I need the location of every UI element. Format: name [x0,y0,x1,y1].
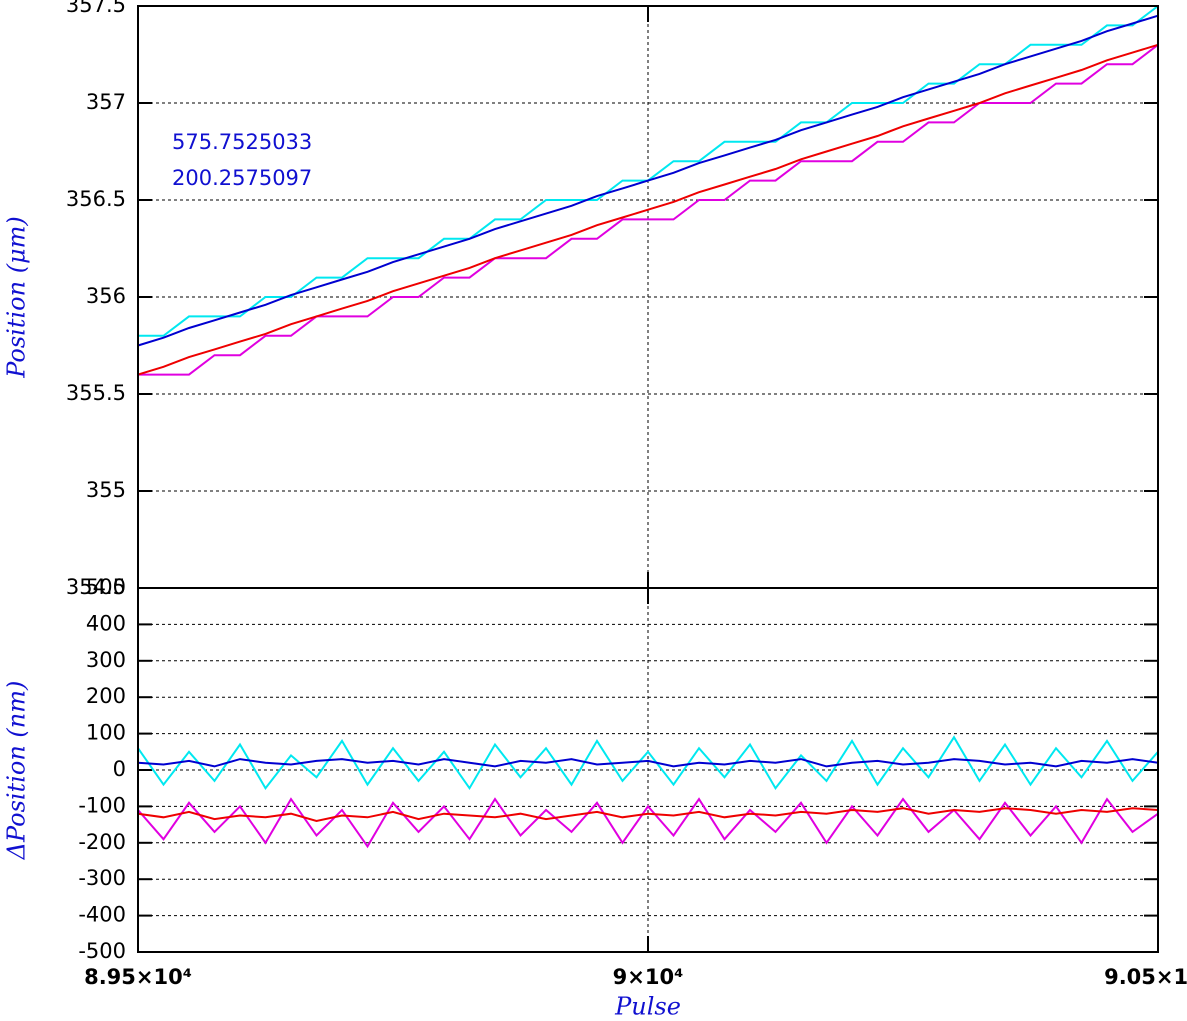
series-line [137,807,1159,823]
y-tick-label: 354.5 [66,575,126,599]
y-tick-label: 356.5 [66,187,126,211]
series-line [137,14,1159,347]
y-tick-label: 300 [86,648,126,672]
y-tick-label: 355 [86,478,126,502]
annotation: 575.7525033 [172,130,312,154]
y-tick-label: 100 [86,721,126,745]
plot-frame [137,587,1159,953]
y-tick-label: -200 [78,830,126,854]
y-tick-label: 200 [86,684,126,708]
x-axis-label: Pulse [614,993,681,1021]
x-tick-label: 9×10⁴ [613,965,684,989]
x-tick-label: 8.95×10⁴ [84,965,192,989]
y-tick-label: -500 [78,939,126,963]
y-tick-label: 0 [113,757,126,781]
series-line [137,735,1159,791]
series-line [137,758,1159,768]
x-tick-label: 9.05×10⁴ [1104,965,1187,989]
y-tick-label: 355.5 [66,381,126,405]
y-tick-label: 357 [86,90,126,114]
y-tick-label: 400 [86,611,126,635]
y-tick-label: -100 [78,793,126,817]
y-tick-label: 500 [86,575,126,599]
series-line [138,44,1159,376]
annotation: 200.2575097 [172,166,312,190]
y-tick-label: -400 [78,903,126,927]
y-axis-label: Position (μm) [3,216,31,379]
y-axis-label: ΔPosition (nm) [3,681,31,861]
y-tick-label: -300 [78,866,126,890]
series-line [137,43,1159,376]
series-line [137,797,1159,849]
y-tick-label: 357.5 [66,0,126,17]
y-tick-label: 356 [86,284,126,308]
